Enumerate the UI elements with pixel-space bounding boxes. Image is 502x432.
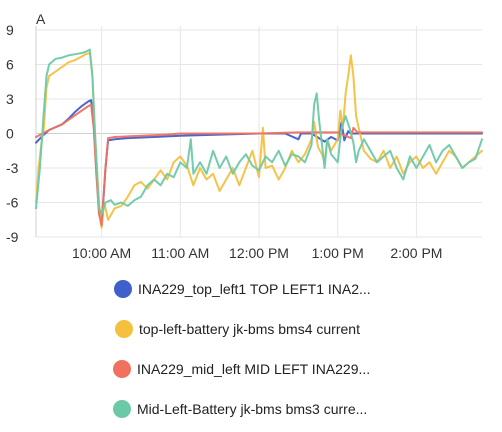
series-line-3	[35, 48, 483, 215]
legend-swatch	[113, 400, 131, 418]
y-tick-label: 3	[6, 91, 14, 107]
y-axis-unit-label: A	[36, 11, 46, 27]
chart-ticks: 9 6 3 0 -3 -6 -9 10:00 AM 11:00 AM 12:00 PM 1:00 P…	[6, 22, 442, 261]
y-tick-label: -6	[6, 195, 19, 211]
x-tick-label: 12:00 PM	[229, 245, 289, 261]
y-tick-label: -9	[6, 229, 19, 245]
legend-item-mid-left-battery[interactable]: Mid-Left-Battery jk-bms bms3 curre...	[113, 400, 367, 418]
legend-item-top-left-battery[interactable]: top-left-battery jk-bms bms4 current	[115, 320, 360, 338]
y-tick-label: 6	[6, 57, 14, 73]
series-line-0	[35, 99, 483, 227]
legend-swatch	[115, 320, 133, 338]
legend-label: INA229_mid_left MID LEFT INA229...	[137, 361, 371, 377]
x-tick-label: 10:00 AM	[72, 245, 131, 261]
legend-label: INA229_top_left1 TOP LEFT1 INA2...	[138, 281, 371, 297]
x-tick-label: 1:00 PM	[312, 245, 364, 261]
y-tick-label: -3	[6, 160, 19, 176]
legend-label: top-left-battery jk-bms bms4 current	[139, 321, 360, 337]
legend-swatch	[113, 360, 131, 378]
y-tick-label: 9	[6, 22, 14, 38]
legend-item-ina229-mid-left[interactable]: INA229_mid_left MID LEFT INA229...	[113, 360, 370, 378]
current-line-chart: 9 6 3 0 -3 -6 -9 10:00 AM 11:00 AM 12:00 PM 1:00 P…	[6, 11, 483, 261]
legend-label: Mid-Left-Battery jk-bms bms3 curre...	[137, 401, 368, 417]
legend-swatch	[114, 280, 132, 298]
y-tick-label: 0	[6, 126, 14, 142]
legend-item-ina229-top-left1[interactable]: INA229_top_left1 TOP LEFT1 INA2...	[114, 280, 371, 298]
x-tick-label: 2:00 PM	[390, 245, 442, 261]
x-tick-label: 11:00 AM	[151, 245, 209, 261]
series-line-2	[35, 103, 483, 227]
chart-series-layer	[35, 48, 483, 229]
